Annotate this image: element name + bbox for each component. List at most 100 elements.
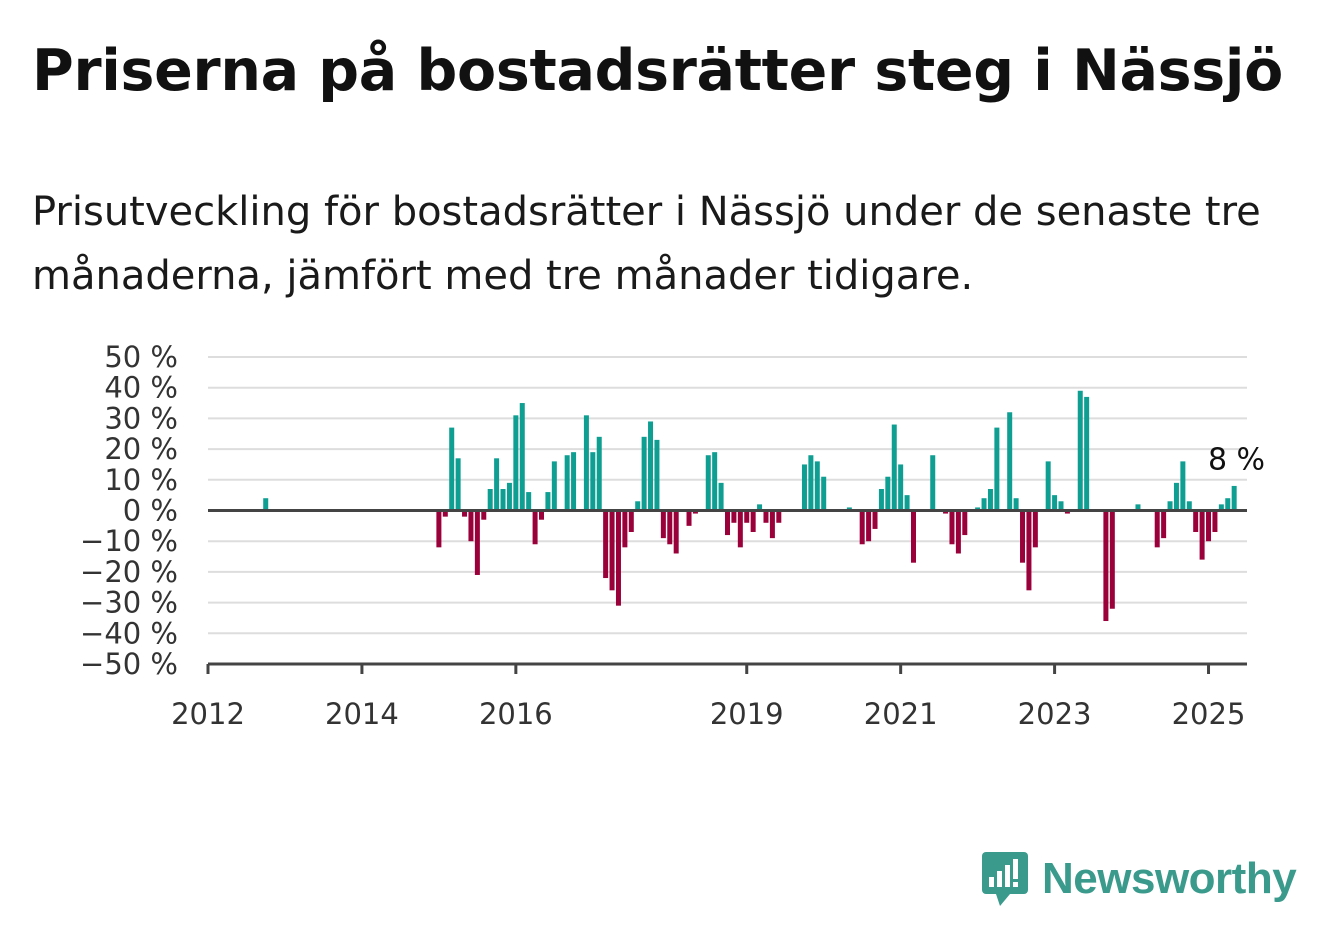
bar (955, 510, 961, 554)
bar (1154, 510, 1160, 548)
bar (1212, 510, 1218, 532)
bar (615, 510, 621, 606)
bar (705, 455, 711, 511)
y-tick-label: 30 % (104, 401, 178, 435)
x-tick-label: 2023 (1018, 697, 1092, 731)
bar (904, 495, 910, 511)
bar (1084, 396, 1090, 511)
bar (449, 427, 455, 511)
y-tick-label: 10 % (104, 463, 178, 497)
bar (526, 492, 532, 511)
bar (1109, 510, 1115, 609)
bar (1225, 498, 1231, 511)
bar (1186, 501, 1192, 511)
bar (1045, 461, 1051, 511)
bar (712, 452, 718, 511)
bar (814, 461, 820, 511)
axes (206, 509, 1247, 674)
bar (622, 510, 628, 548)
bar (724, 510, 731, 536)
bar-series (263, 390, 1237, 622)
x-axis-labels: 2012 2014 2016 2019 2021 2023 2025 (171, 697, 1245, 731)
bar (757, 504, 763, 511)
bar (994, 427, 1000, 511)
bar (506, 482, 512, 511)
chart-subtitle: Prisutveckling för bostadsrätter i Nässj… (32, 189, 1261, 299)
bar (442, 510, 448, 517)
newsworthy-logo: Newsworthy (980, 850, 1297, 908)
bar-chart: 50 %40 %30 %20 %10 %0 %−10 %−20 %−30 %−4… (80, 340, 1265, 731)
bar (1020, 510, 1026, 563)
y-tick-label: 20 % (104, 432, 178, 466)
bar (539, 510, 545, 520)
newsworthy-logo-icon (982, 852, 1028, 906)
bar (545, 492, 551, 511)
y-tick-label: 40 % (104, 371, 178, 405)
bar (930, 455, 936, 511)
y-tick-label: −50 % (80, 647, 178, 681)
bar (596, 436, 602, 511)
y-tick-label: 50 % (104, 340, 178, 374)
bar (571, 452, 577, 511)
bar (583, 415, 589, 511)
bar (263, 498, 269, 511)
bar (494, 458, 500, 511)
bar (1167, 501, 1173, 511)
bar (962, 510, 968, 536)
bar (436, 510, 442, 548)
bar (667, 510, 673, 545)
bar (481, 510, 487, 520)
bar (564, 455, 570, 511)
bar (981, 498, 987, 511)
bar (660, 510, 666, 539)
bar (609, 510, 615, 591)
bar (776, 510, 782, 523)
bar (731, 510, 737, 523)
bar (1231, 485, 1237, 511)
bar (474, 510, 480, 575)
bar (866, 510, 872, 542)
last-value-annotation: 8 % (1208, 442, 1265, 477)
bar (910, 510, 916, 563)
bar (519, 403, 525, 511)
bar (1026, 510, 1032, 591)
bar (1103, 510, 1109, 622)
bar (1032, 510, 1038, 548)
grid-lines (208, 356, 1247, 635)
bar (1173, 482, 1179, 511)
bar (532, 510, 538, 545)
bar (949, 510, 955, 545)
bar (654, 439, 660, 511)
bar (1193, 510, 1199, 532)
bar (1007, 412, 1013, 511)
bar (1161, 510, 1167, 539)
y-tick-label: −20 % (80, 555, 178, 589)
bar (648, 421, 654, 511)
bar (468, 510, 474, 542)
bar (975, 507, 981, 511)
bar (885, 476, 891, 511)
bar (1206, 510, 1212, 542)
x-tick-label: 2016 (479, 697, 553, 731)
bar (603, 510, 609, 579)
bar (1199, 510, 1205, 560)
bar (808, 455, 814, 511)
bar (987, 489, 993, 511)
bar (718, 482, 724, 511)
bar (846, 507, 852, 511)
x-tick-label: 2021 (864, 697, 938, 731)
bar (1013, 498, 1019, 511)
bar (487, 489, 493, 511)
y-tick-label: −10 % (80, 524, 178, 558)
chart-title: Priserna på bostadsrätter steg i Nässjö (32, 38, 1284, 104)
bar (1218, 504, 1224, 511)
bar (821, 476, 827, 511)
bar (763, 510, 769, 523)
bar (943, 510, 949, 514)
bar (1180, 461, 1186, 511)
bar (641, 436, 647, 511)
bar (872, 510, 878, 529)
bar (1052, 495, 1058, 511)
y-tick-label: −40 % (80, 616, 178, 650)
bar (686, 510, 692, 526)
